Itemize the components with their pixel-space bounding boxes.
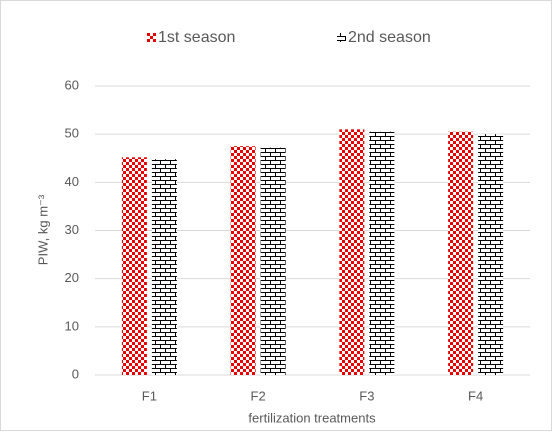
- x-tick-label: F2: [251, 388, 266, 403]
- legend-swatch: [147, 33, 156, 42]
- bar: [339, 129, 365, 375]
- legend-label: 1st season: [158, 29, 235, 46]
- y-tick-label: 60: [65, 77, 79, 92]
- bar: [478, 134, 504, 375]
- bar: [448, 131, 474, 375]
- y-tick-label: 0: [72, 366, 79, 381]
- x-tick-label: F1: [142, 388, 157, 403]
- y-tick-label: 50: [65, 126, 79, 141]
- bar: [121, 157, 147, 375]
- bar: [369, 131, 395, 375]
- x-axis-label: fertilization treatments: [248, 410, 376, 425]
- y-tick-label: 10: [65, 318, 79, 333]
- y-tick-label: 30: [65, 222, 79, 237]
- bar: [151, 159, 177, 375]
- legend-swatch: [337, 33, 346, 42]
- legend-label: 2nd season: [348, 29, 431, 46]
- bar: [230, 146, 256, 375]
- y-tick-label: 20: [65, 270, 79, 285]
- y-tick-label: 40: [65, 174, 79, 189]
- x-tick-label: F3: [359, 388, 374, 403]
- bar: [260, 147, 286, 375]
- y-axis-label: PIW, kg m⁻³: [35, 194, 50, 265]
- x-tick-label: F4: [468, 388, 483, 403]
